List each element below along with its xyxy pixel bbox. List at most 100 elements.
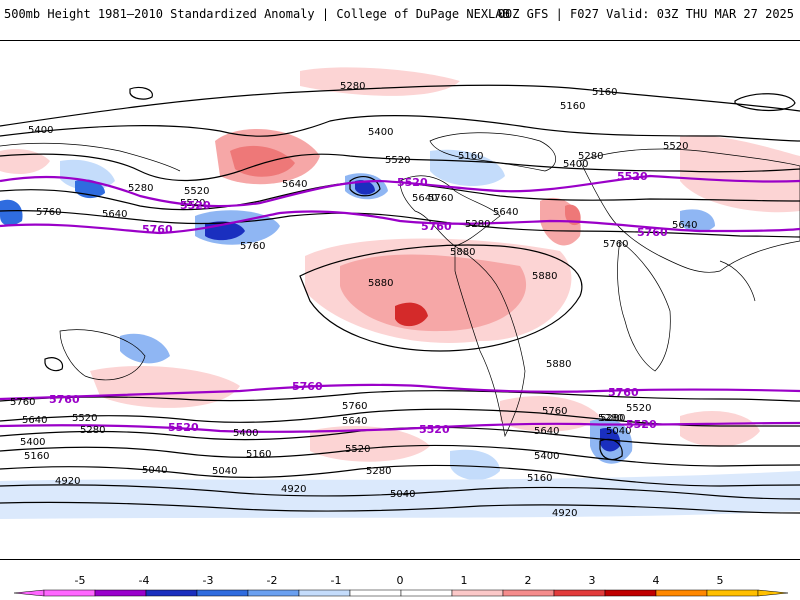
colorbar-segment bbox=[655, 589, 708, 597]
positive-anomaly-shading bbox=[0, 67, 800, 462]
colorbar-segment bbox=[94, 589, 147, 597]
contour-label: 5400 bbox=[233, 428, 258, 439]
colorbar-segment bbox=[247, 589, 300, 597]
contour-label: 5400 bbox=[28, 125, 53, 136]
contour-label-purple: 5520 bbox=[168, 421, 199, 434]
contour-label: 5520 bbox=[180, 198, 205, 209]
colorbar-segment bbox=[553, 589, 606, 597]
contour-label: 5640 bbox=[102, 209, 127, 220]
contour-label: 5760 bbox=[342, 401, 367, 412]
contour-label: 5160 bbox=[246, 449, 271, 460]
contour-label-purple: 5520 bbox=[419, 423, 450, 436]
coastlines bbox=[0, 132, 800, 438]
colorbar: -5 -4 -3 -2 -1 0 1 2 3 4 5 bbox=[13, 574, 789, 597]
contour-label: 5160 bbox=[527, 473, 552, 484]
contour-label: 5880 bbox=[450, 247, 475, 258]
contour-label: 5040 bbox=[606, 426, 631, 437]
contour-label: 5640 bbox=[412, 193, 437, 204]
contour-label: 4920 bbox=[281, 484, 306, 495]
contour-label: 5400 bbox=[368, 127, 393, 138]
contour-label-purple: 5760 bbox=[421, 220, 452, 233]
contour-label: 5160 bbox=[592, 87, 617, 98]
colorbar-tick-label: 3 bbox=[589, 574, 596, 587]
contour-label-purple: 5520 bbox=[397, 176, 428, 189]
contour-label: 4920 bbox=[55, 476, 80, 487]
colorbar-segment bbox=[196, 589, 249, 597]
colorbar-tick-label: 1 bbox=[461, 574, 468, 587]
contour-label: 5760 bbox=[603, 239, 628, 250]
contour-label: 5160 bbox=[458, 151, 483, 162]
colorbar-left-arrow bbox=[13, 589, 45, 597]
run-info: 00Z GFS | F027 Valid: 03Z THU MAR 27 202… bbox=[497, 7, 794, 21]
contour-label: 5520 bbox=[72, 413, 97, 424]
colorbar-ticks: -5 -4 -3 -2 -1 0 1 2 3 4 5 bbox=[75, 574, 724, 587]
colorbar-segment bbox=[706, 589, 759, 597]
contour-label-purple: 5760 bbox=[49, 393, 80, 406]
contour-label-purple: 5520 bbox=[617, 170, 648, 183]
contour-label: 5640 bbox=[342, 416, 367, 427]
contour-label: 5280 bbox=[80, 425, 105, 436]
colorbar-segment bbox=[604, 589, 657, 597]
contour-label: 5280 bbox=[340, 81, 365, 92]
contour-labels-purple: 5520 5520 5520 5760 5760 5760 5760 5760 … bbox=[49, 170, 668, 436]
anomaly-map-svg: 5280 5160 5160 5400 5400 5520 5160 5280 … bbox=[0, 67, 800, 519]
contour-label: 5400 bbox=[563, 159, 588, 170]
contour-label: 5640 bbox=[493, 207, 518, 218]
colorbar-segments bbox=[13, 589, 789, 597]
colorbar-tick-label: 5 bbox=[717, 574, 724, 587]
contour-label: 4920 bbox=[552, 508, 577, 519]
contour-label: 5400 bbox=[534, 451, 559, 462]
height-contours-purple bbox=[0, 174, 800, 433]
contour-label: 5040 bbox=[212, 466, 237, 477]
header: 500mb Height 1981–2010 Standardized Anom… bbox=[0, 0, 800, 38]
contour-label: 5520 bbox=[663, 141, 688, 152]
contour-label: 5640 bbox=[534, 426, 559, 437]
contour-label: 5280 bbox=[128, 183, 153, 194]
contour-label: 5040 bbox=[390, 489, 415, 500]
contour-label: 5520 bbox=[345, 444, 370, 455]
contour-label-purple: 5760 bbox=[637, 226, 668, 239]
colorbar-tick-label: -2 bbox=[267, 574, 278, 587]
contour-label: 5520 bbox=[184, 186, 209, 197]
contour-label: 5760 bbox=[10, 397, 35, 408]
colorbar-tick-label: -5 bbox=[75, 574, 86, 587]
contour-label: 5160 bbox=[24, 451, 49, 462]
colorbar-tick-label: -4 bbox=[139, 574, 150, 587]
contour-label: 5280 bbox=[600, 413, 625, 424]
contour-label: 5640 bbox=[672, 220, 697, 231]
contour-label: 5400 bbox=[20, 437, 45, 448]
contour-label-purple: 5760 bbox=[608, 386, 639, 399]
colorbar-tick-label: 0 bbox=[397, 574, 404, 587]
colorbar-right-arrow bbox=[757, 589, 789, 597]
contour-label: 5040 bbox=[142, 465, 167, 476]
contour-labels-north: 5280 5160 5160 5400 5400 5520 5160 5280 … bbox=[28, 81, 697, 370]
colorbar-tick-label: -3 bbox=[203, 574, 214, 587]
contour-label: 5760 bbox=[36, 207, 61, 218]
contour-label-purple: 5760 bbox=[142, 223, 173, 236]
contour-label: 5280 bbox=[366, 466, 391, 477]
colorbar-segment bbox=[145, 589, 198, 597]
colorbar-tick-label: -1 bbox=[331, 574, 342, 587]
contour-label: 5640 bbox=[282, 179, 307, 190]
contour-label: 5280 bbox=[598, 413, 623, 424]
contour-label: 5880 bbox=[532, 271, 557, 282]
colorbar-segment bbox=[349, 589, 402, 597]
contour-label: 5520 bbox=[626, 403, 651, 414]
contour-label-purple: 5520 bbox=[626, 418, 657, 431]
contour-label: 5160 bbox=[560, 101, 585, 112]
contour-label-purple: 5520 bbox=[180, 199, 211, 212]
colorbar-segment bbox=[400, 589, 453, 597]
contour-label: 5280 bbox=[578, 151, 603, 162]
map-title: 500mb Height 1981–2010 Standardized Anom… bbox=[4, 7, 510, 21]
colorbar-segment bbox=[451, 589, 504, 597]
contour-label: 5760 bbox=[428, 193, 453, 204]
colorbar-segment bbox=[298, 589, 351, 597]
colorbar-tick-label: 2 bbox=[525, 574, 532, 587]
contour-label: 5880 bbox=[368, 278, 393, 289]
colorbar-segment bbox=[43, 589, 96, 597]
contour-label: 5520 bbox=[385, 155, 410, 166]
contour-label: 5640 bbox=[22, 415, 47, 426]
colorbar-tick-label: 4 bbox=[653, 574, 660, 587]
contour-label: 5760 bbox=[240, 241, 265, 252]
contour-label: 5280 bbox=[465, 219, 490, 230]
